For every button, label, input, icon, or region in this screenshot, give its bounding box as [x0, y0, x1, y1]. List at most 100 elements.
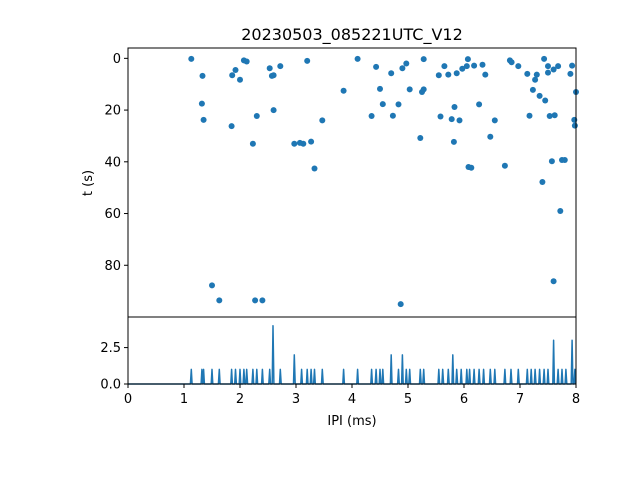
scatter-point	[557, 208, 564, 214]
scatter-point	[291, 140, 298, 147]
scatter-point	[232, 67, 239, 73]
scatter-point	[311, 165, 318, 172]
scatter-point	[397, 301, 404, 308]
scatter-point	[515, 63, 522, 70]
scatter-point	[459, 65, 466, 72]
scatter-point	[508, 59, 515, 66]
scatter-point	[420, 56, 427, 63]
scatter-point	[277, 63, 284, 70]
scatter-point	[451, 104, 458, 110]
scatter-point	[399, 65, 406, 72]
top-y-tick-label: 60	[104, 207, 121, 222]
scatter-point	[417, 135, 424, 141]
scatter-point	[532, 76, 539, 83]
scatter-point	[373, 63, 380, 70]
bottom-y-tick-label: 2.5	[100, 341, 121, 356]
scatter-point	[463, 63, 470, 70]
scatter-point	[539, 179, 546, 185]
scatter-point	[561, 157, 568, 163]
bottom-y-tick-label: 0.0	[100, 378, 121, 393]
scatter-point	[216, 297, 223, 304]
scatter-point	[388, 70, 395, 77]
scatter-point	[249, 140, 256, 147]
scatter-point	[482, 71, 489, 78]
bottom-x-tick-label: 0	[124, 392, 132, 407]
scatter-point	[228, 123, 235, 130]
scatter-point	[200, 116, 207, 123]
scatter-point	[229, 72, 236, 79]
histogram-trace	[128, 324, 577, 385]
chart-title: 20230503_085221UTC_V12	[241, 25, 463, 45]
bottom-axes: 0.0 2.5 0 1 2 3 4 5 6 7 8	[100, 316, 580, 407]
scatter-point	[533, 71, 540, 78]
scatter-point	[548, 158, 555, 165]
scatter-point	[252, 297, 259, 304]
bottom-x-axis-label: IPI (ms)	[327, 414, 376, 429]
scatter-point	[437, 113, 444, 120]
top-y-tick-label: 0	[113, 52, 121, 67]
scatter-point	[259, 297, 266, 304]
scatter-point	[340, 87, 347, 94]
scatter-points	[188, 55, 579, 308]
bottom-x-tick-label: 1	[180, 392, 188, 407]
top-y-axis-label: t (s)	[81, 170, 96, 196]
scatter-point	[403, 60, 410, 67]
scatter-point	[487, 133, 494, 140]
scatter-point	[476, 101, 483, 108]
top-y-tick-label: 40	[104, 155, 121, 170]
scatter-point	[546, 113, 553, 119]
top-y-tick-label: 80	[104, 259, 121, 274]
scatter-point	[243, 58, 250, 65]
scatter-point	[456, 117, 463, 124]
scatter-point	[308, 138, 315, 145]
scatter-point	[270, 107, 277, 114]
scatter-point	[304, 57, 311, 64]
scatter-point	[300, 140, 307, 147]
scatter-point	[555, 63, 562, 70]
scatter-point	[542, 97, 549, 104]
scatter-point	[551, 112, 558, 119]
scatter-point	[541, 55, 548, 62]
scatter-point	[479, 61, 486, 68]
scatter-point	[406, 86, 413, 93]
bottom-x-tick-label: 5	[404, 392, 412, 407]
bottom-x-tick-label: 4	[348, 392, 356, 407]
scatter-point	[453, 70, 460, 77]
scatter-point	[491, 117, 498, 124]
scatter-point	[524, 70, 531, 77]
scatter-point	[501, 162, 508, 169]
scatter-point	[529, 86, 536, 93]
scatter-point	[237, 76, 243, 83]
top-y-tick-label: 20	[104, 104, 121, 119]
scatter-point	[569, 62, 576, 69]
top-axes: 0 20 40 60 80	[104, 47, 577, 318]
scatter-point	[395, 101, 402, 108]
bottom-x-tick-label: 3	[292, 392, 300, 407]
scatter-point	[441, 63, 448, 70]
scatter-point	[445, 71, 452, 78]
scatter-point	[209, 282, 215, 289]
scatter-point	[199, 72, 206, 79]
scatter-point	[450, 138, 457, 145]
scatter-point	[354, 55, 361, 62]
scatter-point	[253, 113, 260, 119]
scatter-point	[379, 101, 386, 108]
scatter-point	[420, 86, 427, 93]
scatter-point	[550, 66, 557, 73]
bottom-x-tick-label: 7	[516, 392, 524, 407]
scatter-point	[368, 113, 375, 119]
histogram-line	[128, 324, 577, 385]
scatter-point	[464, 56, 471, 63]
scatter-point	[448, 116, 455, 123]
scatter-point	[571, 122, 578, 129]
scatter-point	[270, 72, 277, 79]
scatter-point	[266, 65, 273, 72]
scatter-point	[550, 278, 557, 285]
bottom-x-tick-label: 2	[236, 392, 244, 407]
scatter-point	[545, 69, 551, 76]
scatter-point	[377, 85, 383, 92]
scatter-point	[468, 164, 475, 171]
scatter-point	[526, 112, 533, 119]
